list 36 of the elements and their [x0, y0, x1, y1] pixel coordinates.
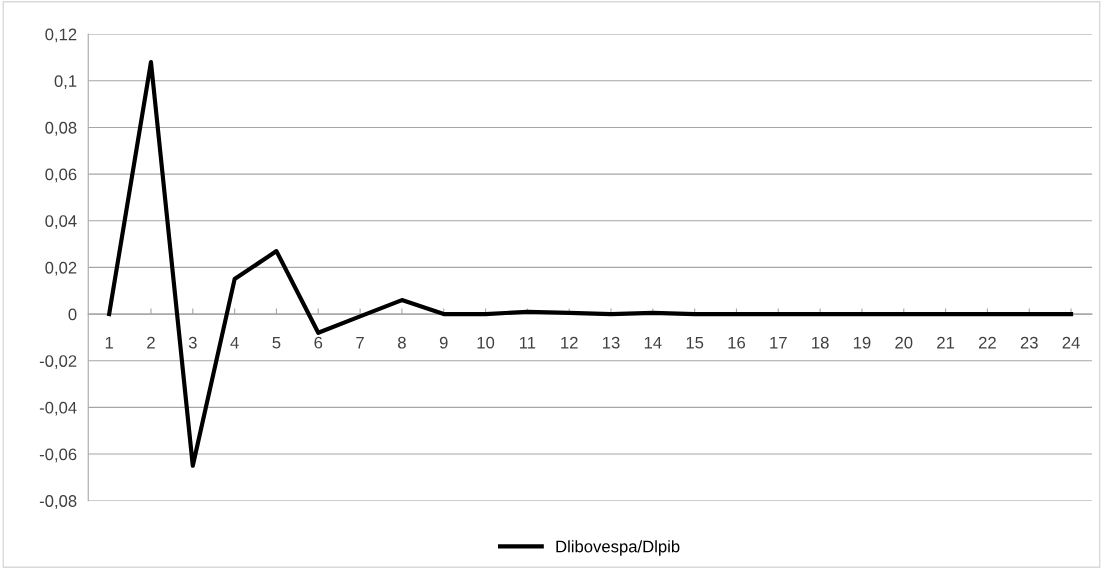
x-tick-label: 19	[853, 336, 871, 349]
x-tick-label: 15	[686, 336, 704, 349]
y-tick-label: 0,08	[45, 121, 77, 136]
x-tick-label: 8	[398, 336, 406, 349]
x-tick-label: 4	[230, 336, 239, 349]
x-tick-label: 12	[561, 336, 578, 349]
x-tick-label: 20	[895, 336, 913, 349]
x-tick-label: 18	[812, 336, 829, 349]
x-tick-label: 23	[1020, 336, 1038, 349]
x-tick-label: 9	[439, 336, 448, 349]
x-tick-label: 17	[770, 336, 787, 349]
y-tick-label: 0,02	[45, 261, 77, 276]
x-tick-label: 22	[978, 336, 996, 349]
x-tick-label: 16	[728, 336, 746, 349]
x-tick-label: 2	[147, 336, 155, 349]
x-tick-label: 24	[1062, 336, 1080, 349]
x-tick-label: 1	[105, 336, 113, 349]
y-tick-label: 0	[68, 308, 77, 321]
x-tick-label: 7	[356, 336, 364, 349]
y-tick-label: 0,1	[54, 75, 77, 89]
y-tick-label: -0,08	[39, 495, 77, 509]
y-tick-label: -0,04	[39, 401, 77, 416]
legend-label: Dlibovespa/Dlpib	[556, 540, 680, 556]
x-tick-label: 10	[477, 336, 495, 349]
x-tick-label: 5	[272, 336, 281, 349]
y-tick-label: 0,12	[45, 28, 77, 43]
x-tick-label: 13	[603, 336, 620, 349]
x-tick-label: 6	[314, 336, 323, 349]
y-tick-label: 0,04	[45, 215, 77, 229]
y-tick-label: -0,02	[39, 355, 77, 369]
x-tick-label: 21	[937, 336, 955, 349]
y-tick-label: -0,06	[39, 448, 77, 463]
x-tick-label: 14	[644, 336, 662, 349]
x-tick-label: 11	[519, 336, 536, 349]
y-tick-label: 0,06	[45, 168, 77, 183]
x-tick-label: 3	[188, 336, 197, 349]
